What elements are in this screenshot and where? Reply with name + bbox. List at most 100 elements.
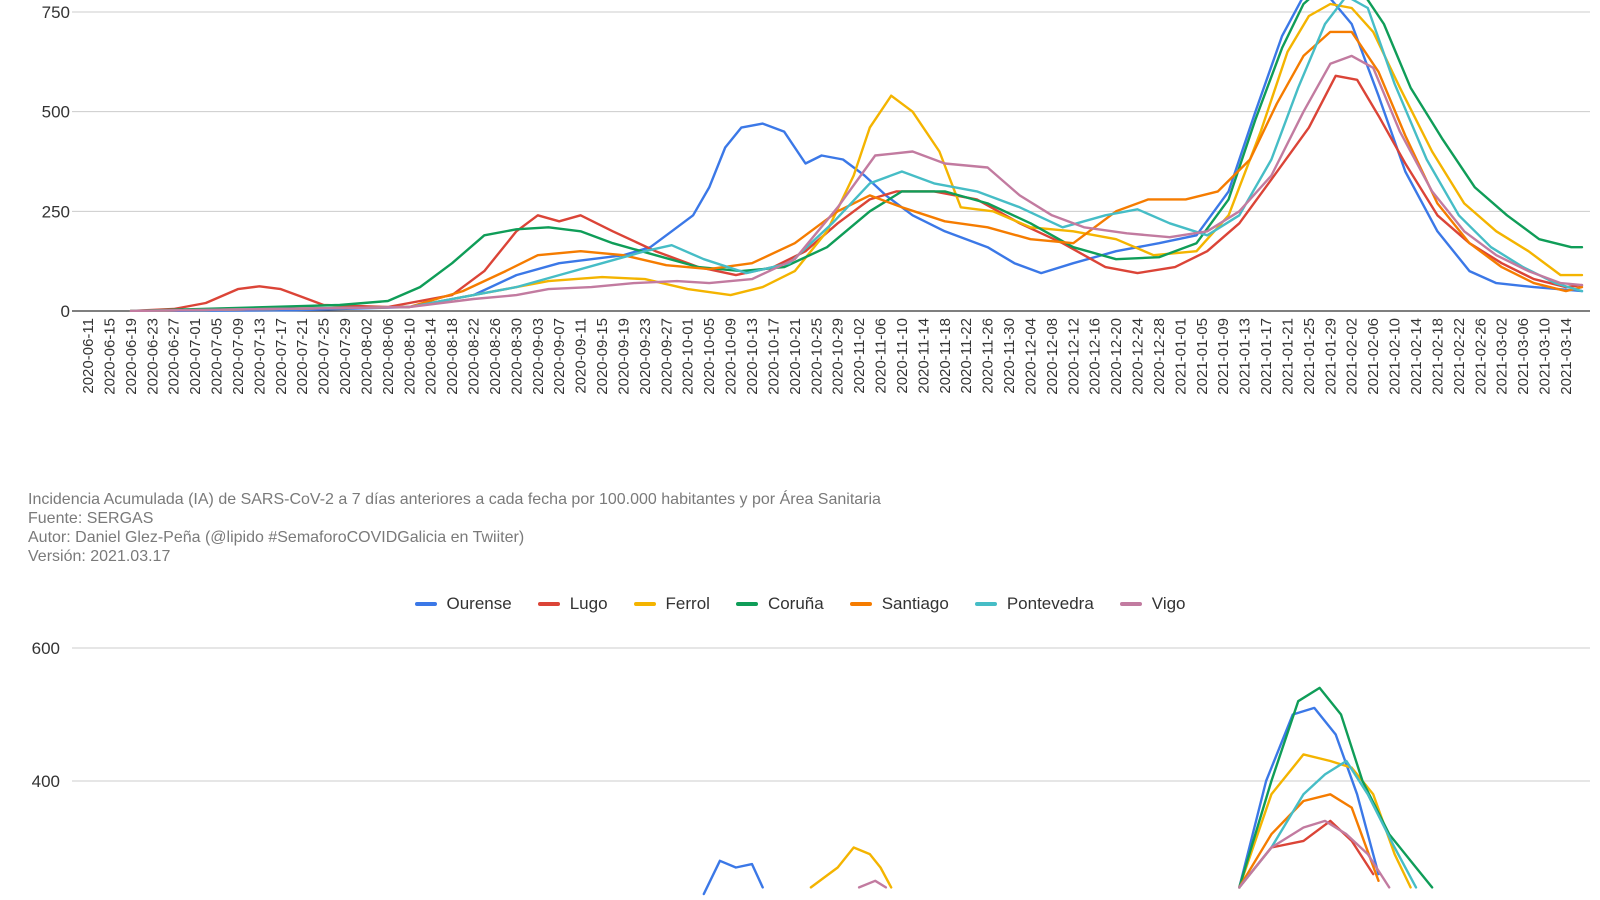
x-tick-label: 2020-07-29 [337, 318, 354, 395]
x-tick-label: 2020-12-12 [1065, 318, 1082, 395]
x-tick-label: 2020-07-17 [273, 318, 290, 395]
x-tick-label: 2021-01-05 [1194, 318, 1211, 395]
series-line-ourense [129, 0, 1584, 312]
x-tick-label: 2020-10-09 [723, 318, 740, 395]
legend-item-ourense[interactable]: Ourense [414, 594, 512, 614]
x-tick-label: 2021-01-01 [1172, 318, 1189, 395]
x-tick-label: 2020-08-26 [487, 318, 504, 395]
legend-label: Coruña [767, 594, 824, 613]
legend-item-coruña[interactable]: Coruña [735, 594, 824, 614]
x-tick-label: 2021-01-17 [1258, 318, 1275, 395]
x-tick-label: 2020-11-10 [894, 318, 911, 394]
x-tick-label: 2020-09-19 [615, 318, 632, 395]
legend-item-vigo[interactable]: Vigo [1119, 594, 1186, 614]
series-line-vigo [1238, 819, 1391, 889]
x-tick-label: 2020-11-18 [937, 318, 954, 394]
x-tick-label: 2020-08-30 [508, 318, 525, 395]
x-tick-label: 2020-10-29 [830, 318, 847, 395]
series-line-coruña [129, 0, 1584, 312]
x-tick-label: 2020-12-16 [1087, 318, 1104, 395]
legend-swatch [735, 602, 758, 606]
legend-item-lugo[interactable]: Lugo [537, 594, 608, 614]
x-tick-label: 2020-11-02 [851, 318, 868, 394]
x-tick-label: 2021-03-14 [1558, 318, 1575, 395]
x-tick-label: 2020-09-11 [573, 318, 590, 394]
series-line-lugo [129, 74, 1584, 312]
x-tick-label: 2021-02-26 [1472, 318, 1489, 395]
x-tick-label: 2020-11-30 [1001, 318, 1018, 394]
x-tick-label: 2020-08-22 [466, 318, 483, 395]
x-tick-label: 2020-09-03 [530, 318, 547, 395]
series-line-ferrol [809, 846, 893, 889]
y-tick-label: 0 [61, 302, 70, 321]
caption-version: Versión: 2021.03.17 [28, 548, 171, 565]
legend-swatch [849, 602, 872, 606]
x-tick-label: 2020-08-14 [423, 318, 440, 395]
y-tick-label: 750 [42, 3, 70, 22]
x-tick-label: 2021-02-22 [1451, 318, 1468, 395]
x-tick-label: 2020-12-08 [1044, 318, 1061, 395]
x-tick-label: 2021-01-13 [1237, 318, 1254, 395]
x-tick-label: 2021-02-10 [1387, 318, 1404, 395]
series-line-santiago [1238, 793, 1380, 889]
x-tick-label: 2020-09-27 [658, 318, 675, 395]
x-tick-label: 2020-11-26 [980, 318, 997, 394]
x-tick-label: 2021-01-25 [1301, 318, 1318, 395]
legend-item-ferrol[interactable]: Ferrol [633, 594, 710, 614]
series-line-vigo [129, 54, 1584, 312]
x-tick-label: 2020-10-25 [808, 318, 825, 395]
x-tick-label: 2021-02-18 [1429, 318, 1446, 395]
series-line-pontevedra [1238, 759, 1418, 889]
legend-label: Ferrol [665, 594, 710, 613]
legend-label: Ourense [446, 594, 512, 613]
x-tick-label: 2020-07-05 [209, 318, 226, 395]
x-tick-label: 2020-10-21 [787, 318, 804, 395]
x-tick-label: 2020-07-25 [316, 318, 333, 395]
caption-source: Fuente: SERGAS [28, 510, 154, 527]
x-tick-label: 2020-09-15 [594, 318, 611, 395]
series-line-ourense [702, 859, 764, 896]
x-tick-label: 2020-12-04 [1022, 318, 1039, 395]
series-line-pontevedra [129, 0, 1584, 312]
x-tick-label: 2021-01-09 [1215, 318, 1232, 395]
y-tick-label: 600 [32, 639, 60, 658]
x-tick-label: 2020-10-05 [701, 318, 718, 395]
x-tick-label: 2021-02-06 [1365, 318, 1382, 395]
y-tick-label: 500 [42, 103, 70, 122]
top-chart: 0 250 500 750 2020-06-11 2020-06-15 2020-06-19… [42, 0, 1590, 395]
x-tick-label: 2020-11-22 [958, 318, 975, 394]
x-tick-label: 2020-10-01 [680, 318, 697, 395]
x-tick-label: 2020-09-23 [637, 318, 654, 395]
x-tick-label: 2020-08-06 [380, 318, 397, 395]
x-tick-label: 2020-07-13 [251, 318, 268, 395]
x-tick-label: 2020-06-15 [101, 318, 118, 395]
legend-item-pontevedra[interactable]: Pontevedra [974, 594, 1094, 614]
bottom-chart: 400 600 [32, 639, 1590, 896]
legend-label: Santiago [881, 594, 949, 613]
x-tick-label: 2020-06-11 [80, 318, 97, 394]
x-tick-label: 2020-06-23 [144, 318, 161, 395]
x-tick-label: 2021-03-06 [1515, 318, 1532, 395]
caption-author: Autor: Daniel Glez-Peña (@lipido #Semafo… [28, 529, 525, 546]
x-tick-label: 2020-12-24 [1130, 318, 1147, 395]
x-tick-label: 2021-03-02 [1494, 318, 1511, 395]
x-tick-label: 2021-02-14 [1408, 318, 1425, 395]
series-line-santiago [129, 30, 1584, 312]
x-tick-label: 2020-08-18 [444, 318, 461, 395]
legend-swatch [974, 602, 997, 606]
legend-swatch [1119, 602, 1142, 606]
x-tick-label: 2021-01-21 [1279, 318, 1296, 395]
x-tick-label: 2020-10-17 [765, 318, 782, 395]
y-tick-label: 400 [32, 772, 60, 791]
chart-caption: Incidencia Acumulada (IA) de SARS-CoV-2 … [28, 490, 881, 566]
legend-swatch [633, 602, 656, 606]
legend-label: Vigo [1151, 594, 1186, 613]
legend-item-santiago[interactable]: Santiago [849, 594, 949, 614]
x-tick-label: 2020-12-20 [1108, 318, 1125, 395]
x-tick-label: 2020-07-01 [187, 318, 204, 395]
series-line-vigo [857, 879, 888, 889]
caption-description: Incidencia Acumulada (IA) de SARS-CoV-2 … [28, 491, 881, 508]
x-tick-label: 2020-08-10 [401, 318, 418, 395]
